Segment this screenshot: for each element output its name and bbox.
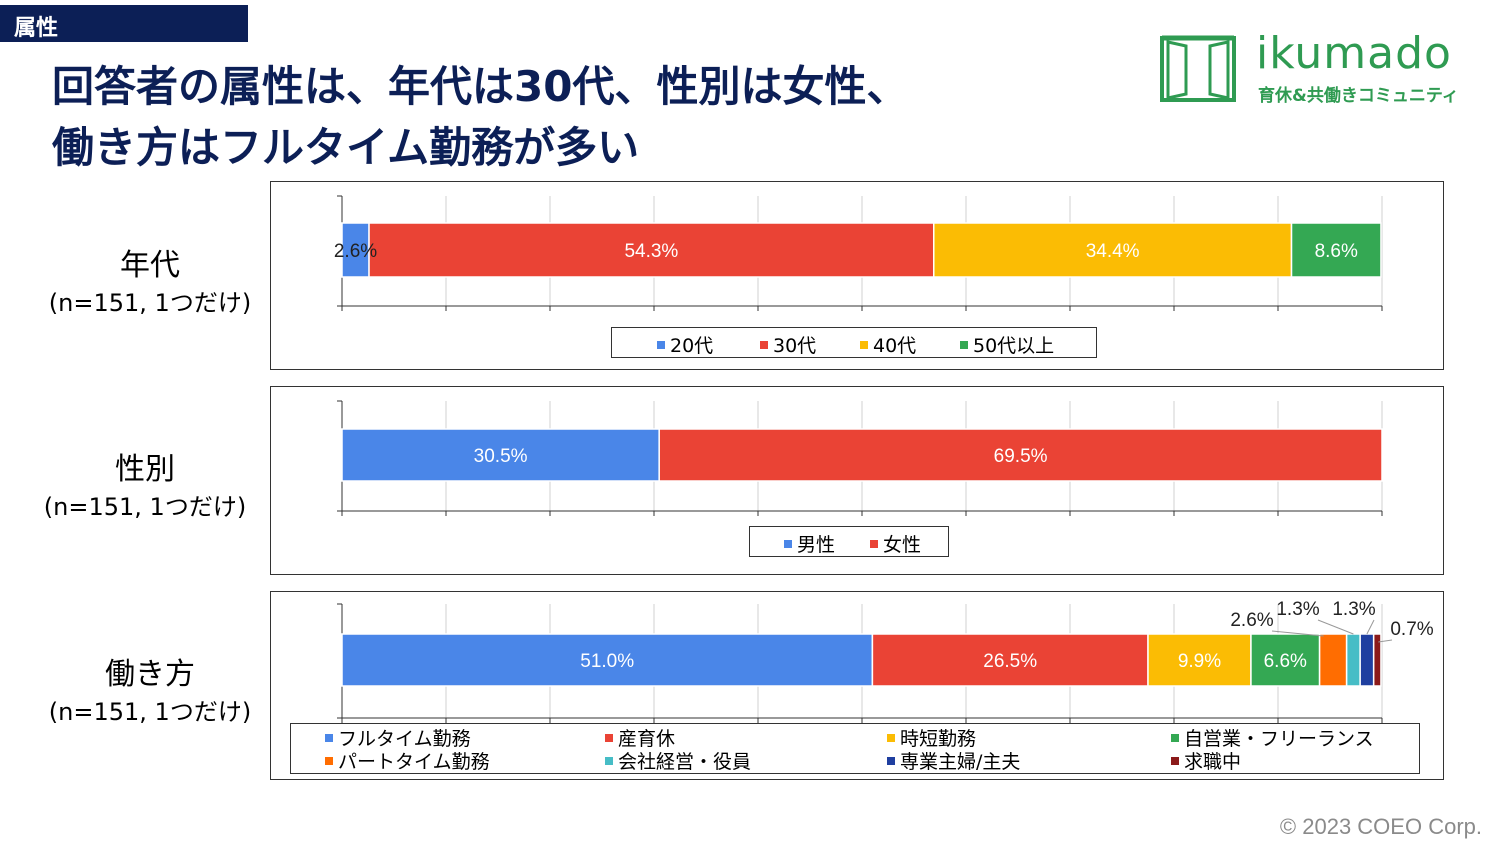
data-label-4: 2.6%: [1230, 610, 1273, 631]
data-label-3: 6.6%: [1264, 651, 1307, 672]
legend-item-4: パートタイム勤務: [325, 747, 490, 774]
logo-tagline: 育休&共働きコミュニティ: [1258, 86, 1459, 106]
gender-title: 性別: [115, 452, 175, 487]
legend-swatch: [657, 340, 665, 349]
bar-segment-2: [933, 222, 1293, 278]
data-label-5: 1.3%: [1276, 599, 1319, 620]
legend-swatch: [605, 756, 613, 765]
age-legend: 20代 30代 40代 50代以上: [611, 327, 1097, 358]
legend-swatch: [605, 733, 613, 742]
page-title: 回答者の属性は、年代は30代、性別は女性、 働き方はフルタイム勤務が多い: [52, 56, 908, 178]
data-label-6: 1.3%: [1332, 599, 1375, 620]
legend-item-1: 産育休: [605, 724, 675, 751]
legend-label: 専業主婦/主夫: [900, 751, 1021, 773]
legend-item-3: 自営業・フリーランス: [1171, 724, 1374, 751]
legend-item-2: 40代: [860, 331, 916, 358]
age-row-label: 年代 (n=151, 1つだけ): [30, 246, 270, 320]
bar-segment-1: [658, 428, 1383, 482]
legend-swatch: [870, 539, 878, 548]
data-label-0: 2.6%: [334, 241, 377, 262]
legend-label: 自営業・フリーランス: [1184, 728, 1374, 750]
section-tag: 属性: [0, 5, 248, 42]
brand-logo: ikumado 育休&共働きコミュニティ: [1160, 28, 1480, 106]
data-label-1: 69.5%: [994, 446, 1048, 467]
legend-item-5: 会社経営・役員: [605, 747, 751, 774]
bar-segment-3: [1290, 222, 1382, 278]
leader-line-7: [1378, 639, 1393, 643]
legend-swatch: [960, 340, 968, 349]
leader-line-5: [1317, 619, 1354, 635]
legend-label: 30代: [773, 335, 817, 357]
age-title: 年代: [120, 248, 180, 283]
bar-segment-0: [341, 428, 660, 482]
legend-swatch: [325, 733, 333, 742]
legend-label: フルタイム勤務: [338, 728, 471, 750]
legend-label: 産育休: [618, 728, 676, 750]
data-label-3: 8.6%: [1315, 241, 1358, 262]
legend-label: 求職中: [1184, 751, 1242, 773]
title-line-1: 回答者の属性は、年代は30代、性別は女性、: [52, 62, 909, 111]
legend-label: 時短勤務: [900, 728, 977, 750]
logo-wordmark: ikumado: [1256, 28, 1452, 79]
bar-segment-7: [1372, 633, 1382, 687]
legend-label: 女性: [883, 534, 922, 556]
gender-legend: 男性 女性: [749, 526, 949, 557]
leader-line-4: [1271, 630, 1324, 637]
age-subtitle: (n=151, 1つだけ): [48, 289, 252, 317]
legend-label: 50代以上: [973, 335, 1055, 357]
gender-chart: 30.5% 69.5%: [337, 400, 1383, 516]
bar-segment-2: [1147, 633, 1252, 687]
legend-swatch: [860, 340, 868, 349]
legend-label: 40代: [873, 335, 917, 357]
bar-segment-6: [1359, 633, 1375, 687]
bar-segment-5: [1345, 633, 1361, 687]
legend-label: 20代: [670, 335, 714, 357]
age-chart-panel: 2.6% 54.3% 34.4% 8.6% 20代 30代 40代 50代以上: [270, 181, 1444, 370]
data-label-0: 30.5%: [474, 446, 528, 467]
bar-segment-4: [1318, 633, 1348, 687]
data-label-1: 54.3%: [624, 241, 678, 262]
legend-item-6: 専業主婦/主夫: [887, 747, 1020, 774]
workstyle-title: 働き方: [105, 657, 195, 692]
legend-item-0: フルタイム勤務: [325, 724, 471, 751]
gender-subtitle: (n=151, 1つだけ): [43, 493, 247, 521]
data-label-0: 51.0%: [580, 651, 634, 672]
gender-chart-panel: 30.5% 69.5% 男性 女性: [270, 386, 1444, 575]
data-label-1: 26.5%: [983, 651, 1037, 672]
legend-item-0: 男性: [784, 530, 835, 557]
legend-swatch: [760, 340, 768, 349]
workstyle-legend: フルタイム勤務 産育休 時短勤務 自営業・フリーランスパートタイム勤務 会社経営・役員 専…: [290, 723, 1420, 774]
gender-row-label: 性別 (n=151, 1つだけ): [25, 450, 265, 524]
window-icon: [1160, 35, 1236, 102]
legend-item-7: 求職中: [1171, 747, 1241, 774]
legend-item-1: 30代: [760, 331, 816, 358]
title-line-2: 働き方はフルタイム勤務が多い: [52, 123, 640, 172]
data-label-7: 0.7%: [1390, 619, 1433, 640]
data-label-2: 34.4%: [1086, 241, 1140, 262]
workstyle-subtitle: (n=151, 1つだけ): [48, 698, 252, 726]
legend-label: 男性: [797, 534, 836, 556]
age-chart: 2.6% 54.3% 34.4% 8.6%: [334, 195, 1383, 311]
workstyle-chart-panel: 51.0% 26.5% 9.9% 6.6% 2.6% 1.3% 1.3% 0.7% フルタイム…: [270, 591, 1444, 780]
workstyle-chart: 51.0% 26.5% 9.9% 6.6%2.6%1.3% 1.3%0.7%: [337, 599, 1434, 723]
bar-segment-0: [341, 633, 874, 687]
legend-swatch: [325, 756, 333, 765]
bar-segment-1: [871, 633, 1149, 687]
data-label-2: 9.9%: [1178, 651, 1221, 672]
legend-swatch: [784, 539, 792, 548]
workstyle-row-label: 働き方 (n=151, 1つだけ): [30, 655, 270, 729]
copyright: © 2023 COEO Corp.: [1279, 814, 1482, 839]
legend-item-1: 女性: [870, 530, 921, 557]
legend-swatch: [887, 733, 895, 742]
legend-label: パートタイム勤務: [338, 751, 490, 773]
legend-item-3: 50代以上: [960, 331, 1054, 358]
leader-line-6: [1366, 619, 1375, 635]
legend-item-2: 時短勤務: [887, 724, 976, 751]
legend-swatch: [887, 756, 895, 765]
legend-swatch: [1171, 733, 1179, 742]
legend-swatch: [1171, 756, 1179, 765]
legend-item-0: 20代: [657, 331, 713, 358]
legend-label: 会社経営・役員: [618, 751, 752, 773]
